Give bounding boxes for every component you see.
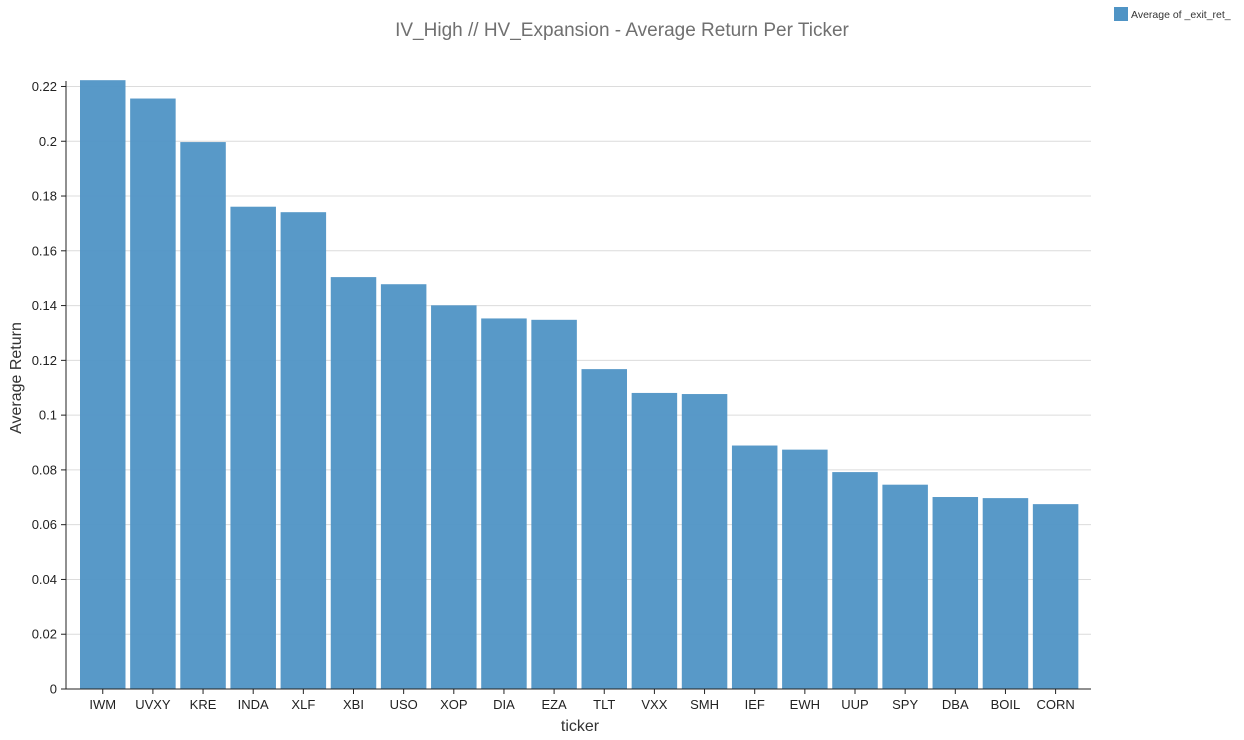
x-axis-label: ticker <box>561 718 600 735</box>
legend-swatch <box>1114 7 1128 21</box>
x-tick-label: XLF <box>291 697 315 712</box>
bar-xop[interactable] <box>431 305 477 689</box>
x-tick-label: EZA <box>541 697 567 712</box>
x-tick-label: BOIL <box>991 697 1021 712</box>
y-tick-label: 0.16 <box>32 243 57 258</box>
y-tick-label: 0.22 <box>32 79 57 94</box>
x-tick-label: USO <box>390 697 418 712</box>
x-tick-label: SMH <box>690 697 719 712</box>
bar-inda[interactable] <box>230 206 276 689</box>
y-tick-label: 0.2 <box>39 134 57 149</box>
x-tick-label: TLT <box>593 697 615 712</box>
bar-dba[interactable] <box>932 497 979 689</box>
bars <box>80 80 1079 690</box>
y-tick-label: 0.08 <box>32 462 57 477</box>
y-tick-label: 0.14 <box>32 298 57 313</box>
x-tick-label: XOP <box>440 697 467 712</box>
y-tick-label: 0.02 <box>32 627 57 642</box>
bar-spy[interactable] <box>882 484 928 689</box>
bar-xlf[interactable] <box>280 212 327 689</box>
bar-corn[interactable] <box>1032 504 1079 689</box>
bar-ief[interactable] <box>731 445 778 689</box>
bar-ewh[interactable] <box>782 449 828 689</box>
bar-boil[interactable] <box>982 498 1029 689</box>
legend-label: Average of _exit_ret_ <box>1131 9 1231 21</box>
y-tick-label: 0.1 <box>39 408 57 423</box>
x-tick-label: UVXY <box>135 697 171 712</box>
bar-kre[interactable] <box>180 142 226 690</box>
bar-vxx[interactable] <box>631 392 678 689</box>
bar-uso[interactable] <box>380 284 427 689</box>
y-tick-label: 0.06 <box>32 517 57 532</box>
x-tick-label: DIA <box>493 697 515 712</box>
bar-dia[interactable] <box>481 318 527 689</box>
bar-eza[interactable] <box>531 319 577 689</box>
y-tick-label: 0.04 <box>32 572 57 587</box>
x-tick-label: IWM <box>89 697 116 712</box>
bar-smh[interactable] <box>681 394 728 689</box>
x-tick-label: EWH <box>790 697 820 712</box>
bar-xbi[interactable] <box>330 277 377 689</box>
y-axis-ticks: 0 0.02 0.04 0.06 0.08 0.1 0.12 0.14 0.16 0.18 0.2 0… <box>32 79 66 697</box>
x-tick-label: SPY <box>892 697 918 712</box>
x-tick-label: IEF <box>745 697 765 712</box>
y-axis-label: Average Return <box>8 322 25 434</box>
bar-uvxy[interactable] <box>130 98 176 689</box>
bar-tlt[interactable] <box>581 369 628 689</box>
x-axis-ticks: IWM UVXY KRE INDA XLF XBI USO XOP DIA EZA TLT VXX SM… <box>89 689 1075 712</box>
y-tick-label: 0.12 <box>32 353 57 368</box>
x-tick-label: KRE <box>190 697 217 712</box>
y-tick-label: 0 <box>50 682 57 697</box>
x-tick-label: CORN <box>1036 697 1074 712</box>
bar-uup[interactable] <box>832 472 878 689</box>
axes <box>65 81 1091 690</box>
x-tick-label: DBA <box>942 697 969 712</box>
chart-title: IV_High // HV_Expansion - Average Return… <box>395 20 849 41</box>
bar-iwm[interactable] <box>80 80 126 690</box>
legend[interactable]: Average of _exit_ret_ <box>1114 7 1231 21</box>
x-tick-label: VXX <box>641 697 667 712</box>
x-tick-label: UUP <box>841 697 868 712</box>
x-tick-label: INDA <box>238 697 269 712</box>
y-tick-label: 0.18 <box>32 189 57 204</box>
x-tick-label: XBI <box>343 697 364 712</box>
